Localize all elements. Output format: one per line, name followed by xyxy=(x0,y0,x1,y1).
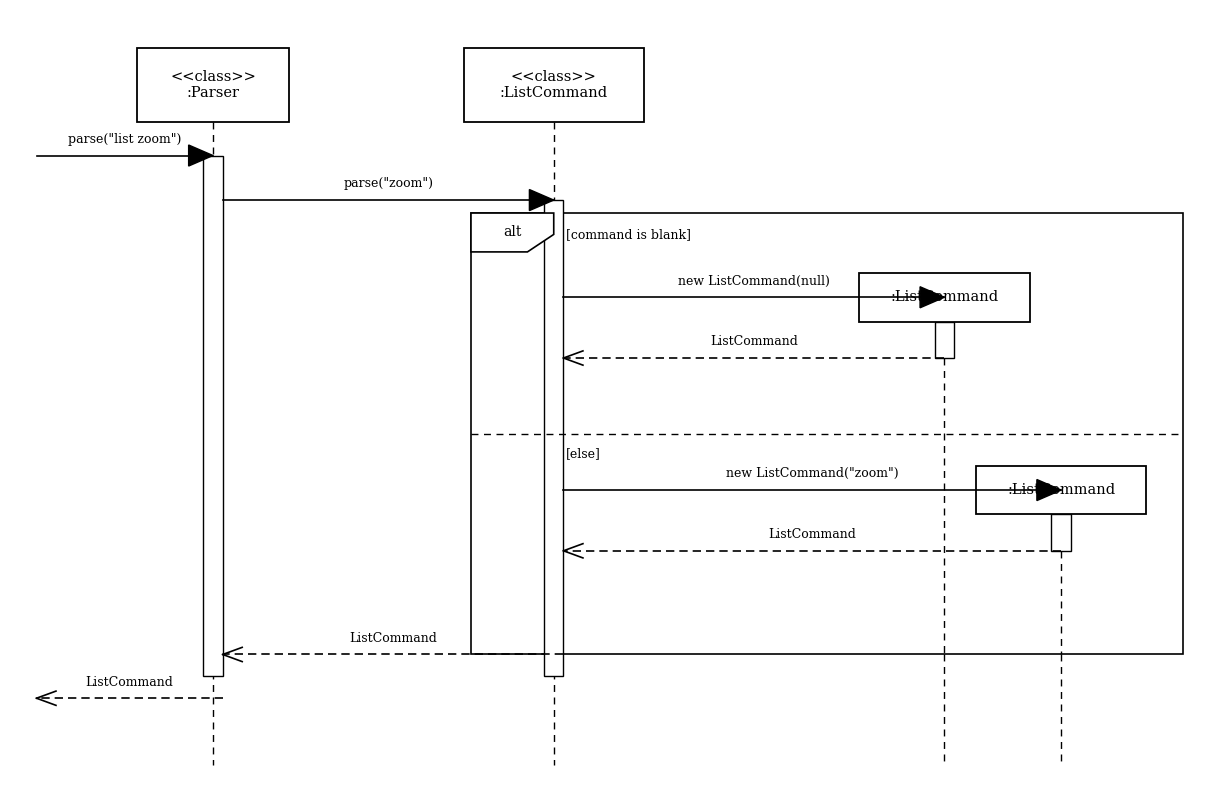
Text: new ListCommand("zoom"): new ListCommand("zoom") xyxy=(727,467,898,480)
Bar xyxy=(544,200,563,676)
Text: [else]: [else] xyxy=(566,447,601,460)
Text: parse("zoom"): parse("zoom") xyxy=(343,177,433,190)
Bar xyxy=(1051,514,1071,551)
Text: ListCommand: ListCommand xyxy=(85,676,174,688)
Text: alt: alt xyxy=(503,225,522,240)
Text: :ListCommand: :ListCommand xyxy=(891,290,998,305)
Text: parse("list zoom"): parse("list zoom") xyxy=(68,133,181,146)
Bar xyxy=(471,213,1183,654)
Text: <<class>>
:Parser: <<class>> :Parser xyxy=(170,70,256,100)
Polygon shape xyxy=(529,190,554,211)
Bar xyxy=(859,273,1030,322)
Text: [command is blank]: [command is blank] xyxy=(566,228,691,241)
Polygon shape xyxy=(471,213,554,252)
Bar xyxy=(203,156,223,676)
Text: new ListCommand(null): new ListCommand(null) xyxy=(678,275,830,288)
Text: ListCommand: ListCommand xyxy=(349,632,437,645)
Bar xyxy=(935,322,954,358)
Polygon shape xyxy=(1037,480,1061,501)
Text: ListCommand: ListCommand xyxy=(768,528,857,541)
Polygon shape xyxy=(189,145,213,166)
Bar xyxy=(464,48,644,122)
Bar xyxy=(136,48,290,122)
Text: ListCommand: ListCommand xyxy=(710,335,798,348)
Bar xyxy=(976,466,1146,514)
Text: <<class>>
:ListCommand: <<class>> :ListCommand xyxy=(500,70,607,100)
Polygon shape xyxy=(920,287,944,308)
Text: :ListCommand: :ListCommand xyxy=(1008,483,1115,497)
